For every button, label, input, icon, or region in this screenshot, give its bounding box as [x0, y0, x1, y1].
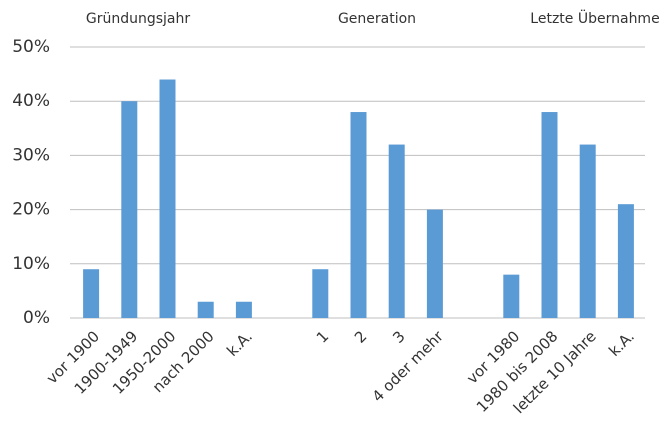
- bar: [159, 79, 176, 319]
- x-tick-label: 4 oder mehr: [369, 327, 448, 406]
- bar: [388, 144, 405, 318]
- bar: [83, 269, 100, 318]
- x-tick-label: 2: [351, 327, 370, 346]
- bar: [579, 144, 596, 318]
- bar: [312, 269, 329, 318]
- bar: [426, 209, 443, 318]
- y-tick-label: 20%: [12, 200, 50, 220]
- x-tick-label: 3: [389, 327, 408, 346]
- y-tick-label: 40%: [12, 91, 50, 111]
- bar: [503, 274, 520, 318]
- group-label: Generation: [338, 11, 416, 27]
- bar: [617, 204, 634, 318]
- bar: [235, 301, 252, 318]
- bar: [350, 112, 367, 318]
- y-tick-label: 10%: [12, 254, 50, 274]
- x-tick-label: 1: [313, 327, 332, 346]
- y-tick-label: 50%: [12, 37, 50, 57]
- group-label: Gründungsjahr: [86, 11, 191, 27]
- group-label: Letzte Übernahme: [530, 9, 659, 27]
- y-tick-label: 30%: [12, 145, 50, 165]
- bar: [197, 301, 214, 318]
- x-tick-label: k.A.: [223, 327, 256, 360]
- y-tick-label: 0%: [23, 308, 50, 328]
- bar: [541, 112, 558, 318]
- bar: [121, 101, 138, 318]
- x-tick-label: k.A.: [605, 327, 638, 360]
